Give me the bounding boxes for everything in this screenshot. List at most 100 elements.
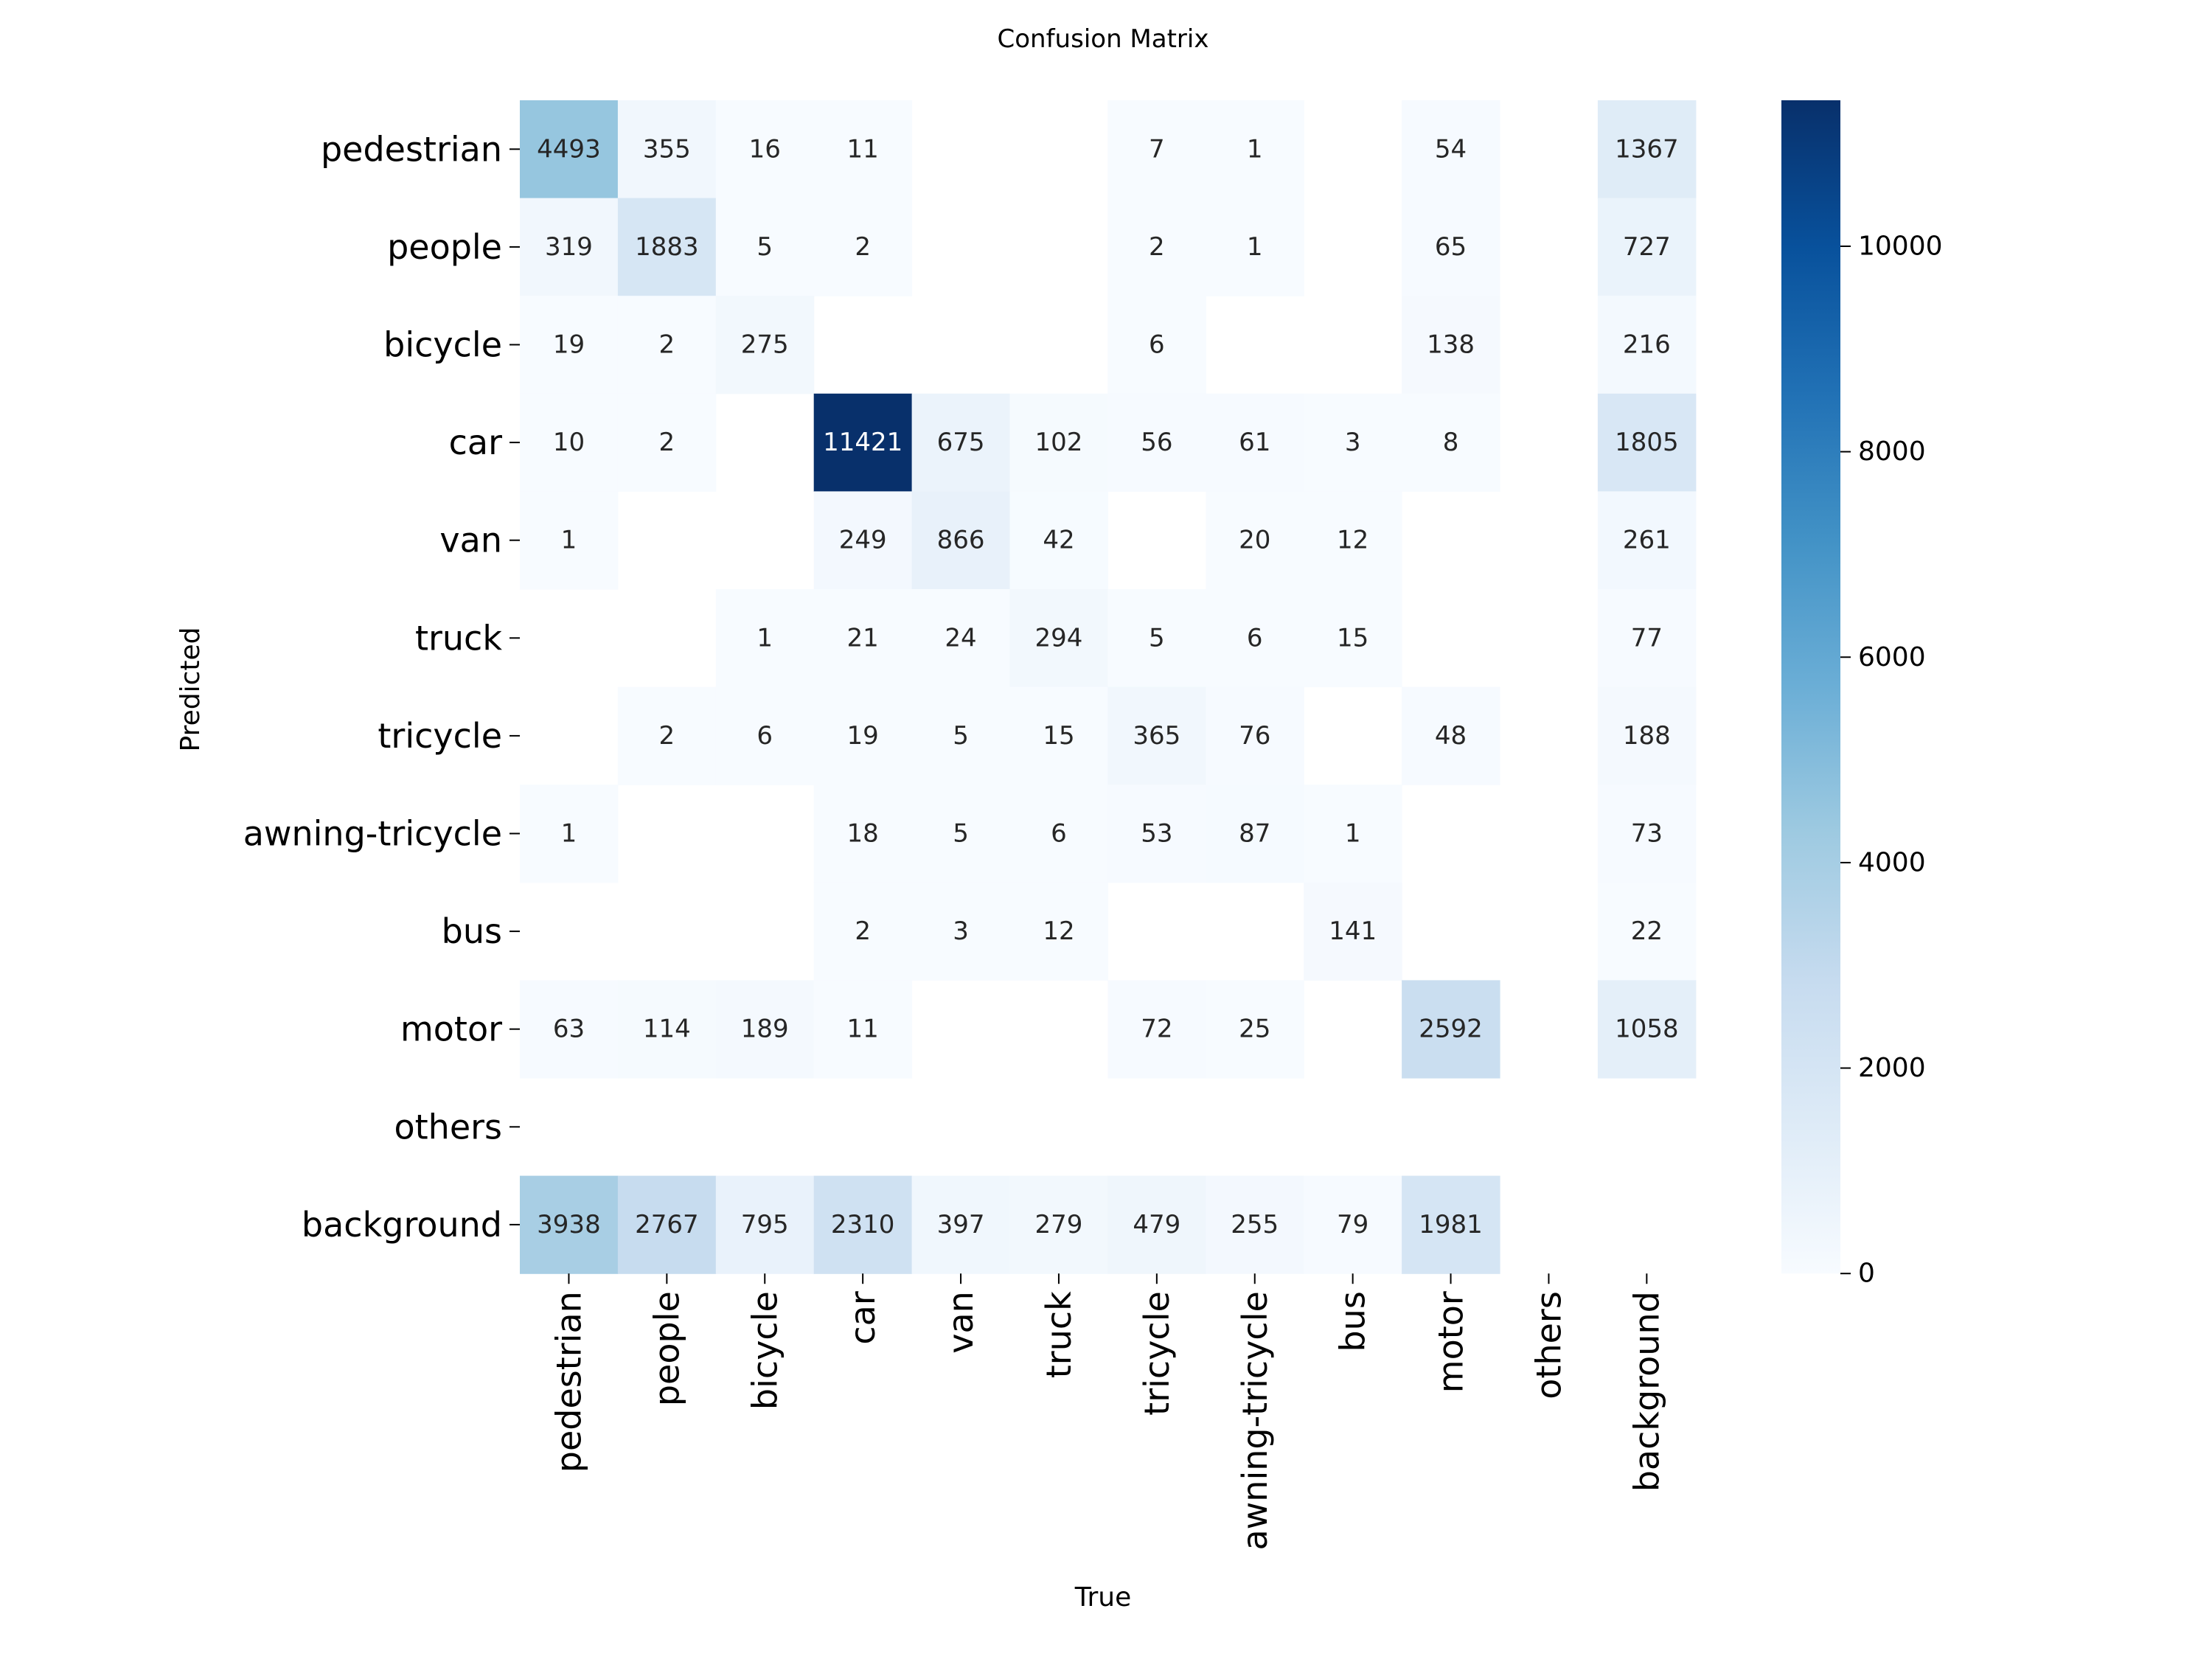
- heatmap-cell-car-bus: [1304, 393, 1402, 492]
- heatmap-cell-truck-van: [911, 589, 1011, 688]
- colorbar-tick-label: 10000: [1858, 231, 1943, 261]
- heatmap-cell-people-motor: [1402, 198, 1500, 296]
- heatmap-cell-bicycle-pedestrian: [520, 296, 619, 394]
- heatmap-cell-tricycle-background: [1597, 686, 1697, 785]
- cell-value-label: 25: [1239, 1015, 1270, 1044]
- cell-value-label: 1367: [1615, 134, 1679, 164]
- y-tick-label: van: [439, 521, 502, 560]
- colorbar: 0 2000 4000 6000 8000 10000: [1781, 100, 1943, 1289]
- cell-value-label: 11: [847, 1015, 879, 1044]
- cell-value-label: 73: [1631, 819, 1663, 849]
- x-tick-label: car: [843, 1291, 883, 1344]
- heatmap-cell-people-tricycle: [1107, 198, 1206, 296]
- heatmap-cell-van-background: [1597, 491, 1697, 590]
- cell-value-label: 138: [1427, 330, 1475, 360]
- cell-value-label: 2: [1149, 232, 1165, 262]
- heatmap-cell-bus-background: [1597, 882, 1697, 981]
- heatmap-cell-motor-people: [617, 980, 717, 1079]
- heatmap-cell-people-awning-tricycle: [1206, 198, 1304, 296]
- x-tick-label: truck: [1039, 1291, 1079, 1378]
- cell-value-label: 275: [741, 330, 789, 360]
- cell-value-label: 249: [839, 526, 887, 555]
- heatmap-cell-bus-car: [813, 882, 913, 981]
- cell-value-label: 5: [953, 819, 969, 849]
- heatmap-cell-awning-tricycle-van: [911, 785, 1011, 883]
- x-tick-label: pedestrian: [549, 1291, 588, 1472]
- heatmap-cell-background-bicycle: [715, 1175, 815, 1274]
- cell-value-label: 2: [855, 917, 871, 946]
- heatmap-cell-pedestrian-people: [617, 100, 717, 199]
- cell-value-label: 189: [741, 1015, 789, 1044]
- cell-value-label: 2: [659, 721, 675, 751]
- heatmap-cell-van-bus: [1304, 491, 1402, 590]
- cell-value-label: 18: [847, 819, 879, 849]
- cell-value-label: 12: [1337, 526, 1368, 555]
- heatmap-cell-people-bicycle: [715, 198, 815, 296]
- cell-value-label: 1058: [1615, 1015, 1679, 1044]
- heatmap-cell-van-car: [813, 491, 913, 590]
- cell-value-label: 2: [659, 428, 675, 457]
- heatmap-cell-truck-bicycle: [715, 589, 815, 688]
- heatmap-cell-motor-awning-tricycle: [1206, 980, 1304, 1079]
- cell-value-label: 65: [1435, 232, 1467, 262]
- y-tick-label: car: [449, 422, 502, 462]
- x-tick-label: bicycle: [745, 1291, 785, 1410]
- heatmap-cell-truck-bus: [1304, 589, 1402, 688]
- cell-value-label: 1: [561, 819, 577, 849]
- heatmap-cell-tricycle-people: [617, 686, 717, 785]
- heatmap-cell-tricycle-tricycle: [1107, 686, 1206, 785]
- heatmap-cell-awning-tricycle-tricycle: [1107, 785, 1206, 883]
- heatmap-cell-bus-bus: [1304, 882, 1402, 981]
- cell-value-label: 2310: [831, 1210, 895, 1239]
- cell-value-label: 114: [643, 1015, 691, 1044]
- heatmap-cell-motor-car: [813, 980, 913, 1079]
- heatmap-cell-truck-background: [1597, 589, 1697, 688]
- cell-value-label: 6: [1247, 623, 1263, 653]
- heatmap-cell-van-awning-tricycle: [1206, 491, 1304, 590]
- cell-value-label: 8: [1443, 428, 1459, 457]
- heatmap-cell-bus-van: [911, 882, 1011, 981]
- cell-value-label: 216: [1623, 330, 1671, 360]
- heatmap-cell-pedestrian-car: [813, 100, 913, 199]
- heatmap-cell-pedestrian-pedestrian: [520, 100, 619, 199]
- cell-value-label: 2: [659, 330, 675, 360]
- heatmap-cell-tricycle-car: [813, 686, 913, 785]
- heatmap-cell-van-van: [911, 491, 1011, 590]
- heatmap-cell-pedestrian-background: [1597, 100, 1697, 199]
- cell-value-label: 365: [1133, 721, 1180, 751]
- heatmap-cell-truck-truck: [1009, 589, 1108, 688]
- heatmap-cell-tricycle-bicycle: [715, 686, 815, 785]
- cell-value-label: 16: [749, 134, 781, 164]
- heatmap-cell-background-bus: [1304, 1175, 1402, 1274]
- cell-value-label: 255: [1231, 1210, 1279, 1239]
- heatmap-cell-motor-tricycle: [1107, 980, 1206, 1079]
- heatmap-cell-people-people: [617, 198, 717, 296]
- cell-value-label: 795: [741, 1210, 789, 1239]
- heatmap-cell-awning-tricycle-background: [1597, 785, 1697, 883]
- x-tick-label: awning-tricycle: [1235, 1291, 1275, 1550]
- y-tick-label: bus: [442, 911, 502, 951]
- cell-value-label: 77: [1631, 623, 1663, 653]
- y-tick-label: background: [302, 1205, 502, 1245]
- colorbar-tick-label: 6000: [1858, 642, 1926, 672]
- cell-value-label: 3: [953, 917, 969, 946]
- cell-value-label: 19: [847, 721, 879, 751]
- cell-value-label: 1: [1345, 819, 1361, 849]
- cell-value-label: 279: [1034, 1210, 1082, 1239]
- heatmap-cell-truck-awning-tricycle: [1206, 589, 1304, 688]
- cell-value-label: 2592: [1419, 1015, 1483, 1044]
- cell-value-label: 22: [1631, 917, 1663, 946]
- x-tick-label: people: [647, 1291, 686, 1406]
- heatmap-cell-pedestrian-awning-tricycle: [1206, 100, 1304, 199]
- cell-value-label: 5: [757, 232, 773, 262]
- cell-value-label: 6: [1051, 819, 1067, 849]
- cell-value-label: 1: [561, 526, 577, 555]
- cell-value-label: 1883: [635, 232, 699, 262]
- cell-value-label: 15: [1043, 721, 1074, 751]
- heatmap-cell-background-awning-tricycle: [1206, 1175, 1304, 1274]
- cell-value-label: 188: [1623, 721, 1671, 751]
- y-axis-ticks: pedestrian people bicycle car van truck tricyc…: [243, 129, 520, 1245]
- cell-value-label: 1805: [1615, 428, 1679, 457]
- cell-value-label: 48: [1435, 721, 1467, 751]
